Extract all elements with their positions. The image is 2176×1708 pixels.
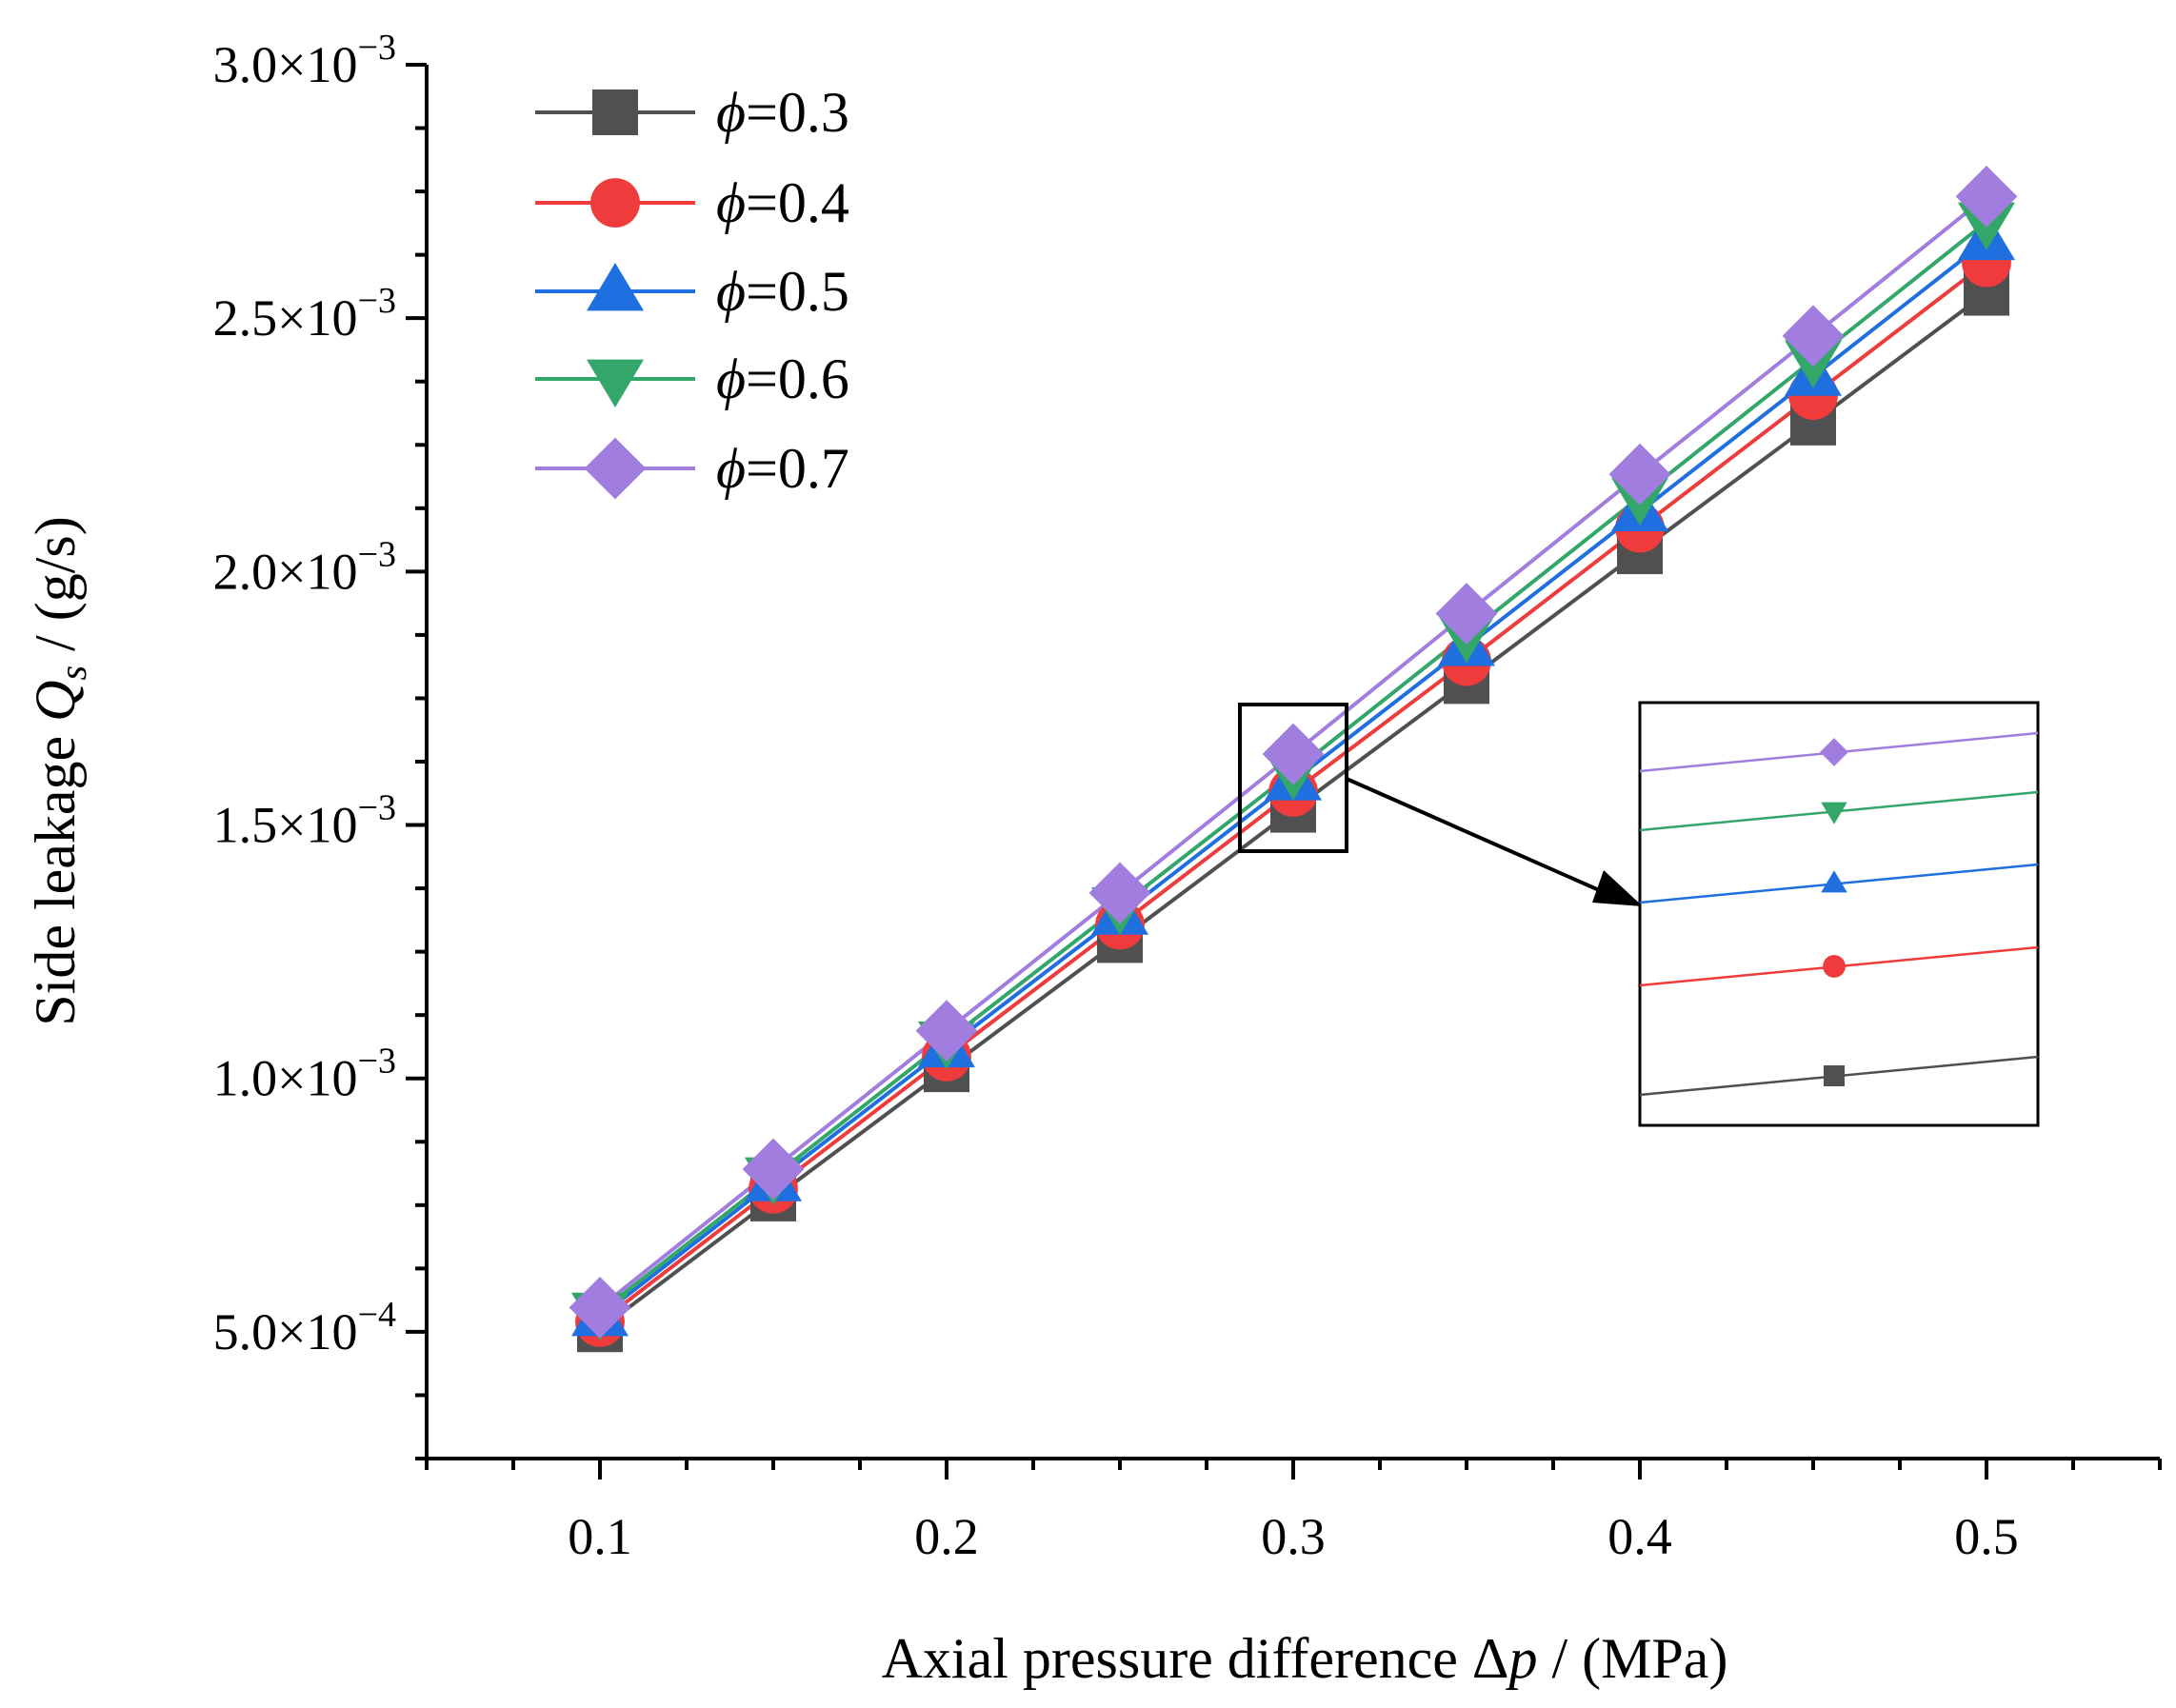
legend-symbol: ϕ <box>716 437 746 500</box>
y-tick-mantissa: 3.0×10 <box>213 36 358 93</box>
zoom-box <box>1238 703 1643 906</box>
y-axis-title-sub: s <box>51 665 94 681</box>
legend-marker <box>590 178 640 228</box>
data-point-s4-3 <box>1088 862 1151 924</box>
inset-frame <box>1638 701 2040 1127</box>
y-tick-mantissa: 5.0×10 <box>213 1303 358 1360</box>
data-point-s4-0 <box>569 1276 631 1339</box>
legend-value: =0.5 <box>746 260 849 323</box>
data-point-s4-7 <box>1782 305 1845 367</box>
legend-symbol: ϕ <box>716 348 746 410</box>
x-tick-label: 0.1 <box>568 1508 632 1565</box>
y-tick-exponent: −3 <box>358 788 396 828</box>
y-tick-mantissa: 1.0×10 <box>213 1050 358 1107</box>
zoom-arrow-head <box>1592 870 1643 906</box>
x-axis-title-prefix: Axial pressure difference Δ <box>882 1627 1509 1690</box>
legend-marker <box>587 263 644 311</box>
legend: ϕ=0.3ϕ=0.4ϕ=0.5ϕ=0.6ϕ=0.7 <box>535 81 849 500</box>
plot-markers <box>569 166 2018 1353</box>
legend-value: =0.6 <box>746 348 849 410</box>
y-axis-title-var: Q <box>24 681 87 722</box>
legend-item-3: ϕ=0.6 <box>535 348 849 410</box>
inset-marker-2 <box>1821 870 1847 893</box>
legend-symbol: ϕ <box>716 260 746 323</box>
y-tick-label: 1.5×10−3 <box>213 788 396 854</box>
legend-value: =0.4 <box>746 171 849 234</box>
inset-marker-3 <box>1823 955 1846 978</box>
x-tick-label: 0.4 <box>1607 1508 1672 1565</box>
inset-marker-4 <box>1824 1065 1845 1086</box>
legend-label: ϕ=0.7 <box>716 437 849 500</box>
legend-marker <box>592 89 638 135</box>
y-tick-exponent: −4 <box>358 1295 396 1335</box>
legend-item-2: ϕ=0.5 <box>535 260 849 323</box>
legend-symbol: ϕ <box>716 171 746 234</box>
x-axis-title-var: p <box>1505 1627 1537 1690</box>
legend-label: ϕ=0.6 <box>716 348 849 410</box>
legend-label: ϕ=0.3 <box>716 81 849 144</box>
inset-marker-0 <box>1820 738 1848 766</box>
legend-item-1: ϕ=0.4 <box>535 171 849 234</box>
axes: 0.1 0.2 0.3 0.4 0.55.0×10−41.0×10−31.5×10−32… <box>213 28 2162 1565</box>
x-tick-label: 0.2 <box>914 1508 979 1565</box>
y-tick-mantissa: 2.0×10 <box>213 543 358 600</box>
x-axis-title: Axial pressure difference Δp / (MPa) <box>882 1627 1728 1690</box>
legend-value: =0.3 <box>746 81 849 144</box>
data-point-s4-2 <box>915 1000 978 1063</box>
y-tick-exponent: −3 <box>358 534 396 574</box>
zoom-arrow-line <box>1346 777 1607 895</box>
y-tick-label: 1.0×10−3 <box>213 1042 396 1107</box>
y-tick-exponent: −3 <box>358 1042 396 1082</box>
legend-marker <box>587 359 644 407</box>
legend-item-0: ϕ=0.3 <box>535 81 849 144</box>
data-point-s4-6 <box>1608 443 1671 506</box>
x-tick-label: 0.3 <box>1261 1508 1326 1565</box>
data-point-s4-8 <box>1955 166 2018 228</box>
legend-item-4: ϕ=0.7 <box>535 437 849 500</box>
legend-symbol: ϕ <box>716 81 746 144</box>
y-axis-title: Side leakage Qs / (g/s) <box>24 516 94 1025</box>
y-axis-title-suffix: / (g/s) <box>24 516 87 665</box>
zoom-region-rect <box>1238 703 1348 853</box>
data-point-s4-5 <box>1435 583 1498 645</box>
y-tick-label: 2.5×10−3 <box>213 281 396 347</box>
y-axis-title-prefix: Side leakage <box>24 722 87 1026</box>
y-tick-label: 5.0×10−4 <box>213 1295 396 1360</box>
inset-marker-1 <box>1821 802 1847 824</box>
y-tick-label: 2.0×10−3 <box>213 534 396 600</box>
legend-label: ϕ=0.4 <box>716 171 849 234</box>
y-tick-label: 3.0×10−3 <box>213 28 396 93</box>
inset-zoom-panel <box>1638 701 2040 1127</box>
x-tick-label: 0.5 <box>1954 1508 2019 1565</box>
y-tick-mantissa: 2.5×10 <box>213 289 358 347</box>
x-axis-title-suffix: / (MPa) <box>1537 1627 1727 1690</box>
legend-label: ϕ=0.5 <box>716 260 849 323</box>
legend-value: =0.7 <box>746 437 849 500</box>
legend-marker <box>584 437 647 500</box>
data-point-s4-1 <box>742 1138 805 1201</box>
data-point-s4-4 <box>1262 723 1325 785</box>
y-tick-exponent: −3 <box>358 281 396 321</box>
y-tick-mantissa: 1.5×10 <box>213 797 358 854</box>
y-tick-exponent: −3 <box>358 28 396 68</box>
